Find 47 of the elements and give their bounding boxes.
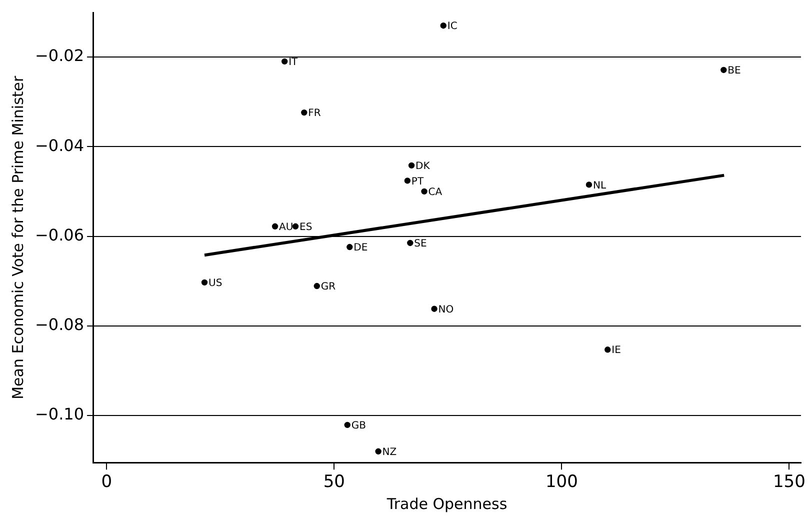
annotation: NZ: [382, 446, 397, 458]
annotation: IC: [447, 21, 458, 32]
point: [375, 448, 382, 454]
point: [604, 346, 611, 353]
y-tick-label: −0.06: [35, 225, 84, 244]
annotation: DK: [416, 161, 430, 172]
annotation: ES: [300, 222, 312, 233]
annotation: NL: [592, 180, 606, 192]
point: [408, 162, 415, 169]
point: [431, 306, 438, 312]
x-tick-label: 0: [101, 472, 112, 492]
annotation: CA: [428, 187, 442, 198]
point: [404, 178, 411, 184]
annotation: US: [208, 278, 222, 290]
point: [301, 109, 308, 116]
y-tick-label: −0.10: [35, 404, 84, 424]
point: [586, 182, 592, 188]
point: [440, 22, 446, 29]
annotation: AU: [279, 222, 294, 233]
point: [314, 282, 320, 290]
annotation: BE: [728, 66, 741, 77]
y-axis-title: Mean Economic Vote for the Prime Minister: [8, 75, 27, 400]
annotation: GB: [351, 420, 366, 432]
annotation: FR: [308, 108, 321, 120]
annotation: DE: [354, 242, 368, 254]
annotation: IT: [288, 57, 299, 68]
annotation: NO: [438, 304, 454, 316]
point: [281, 58, 288, 65]
point: [720, 66, 727, 74]
x-tick-label: 50: [323, 472, 345, 492]
x-axis-title: Trade Openness: [386, 494, 508, 513]
y-tick-label: −0.02: [35, 46, 84, 66]
annotation: PT: [411, 176, 424, 188]
point: [292, 223, 299, 230]
annotation: IE: [612, 345, 621, 356]
point: [344, 422, 350, 428]
x-tick-label: 150: [772, 472, 806, 492]
point: [346, 244, 353, 250]
x-tick-label: 100: [545, 472, 578, 492]
annotation: SE: [414, 238, 427, 250]
point: [272, 223, 278, 230]
y-tick-label: −0.04: [35, 136, 84, 155]
y-tick-label: −0.08: [35, 315, 84, 334]
annotation: GR: [320, 282, 336, 293]
point: [407, 240, 414, 246]
point: [421, 188, 428, 195]
point: [201, 279, 208, 286]
